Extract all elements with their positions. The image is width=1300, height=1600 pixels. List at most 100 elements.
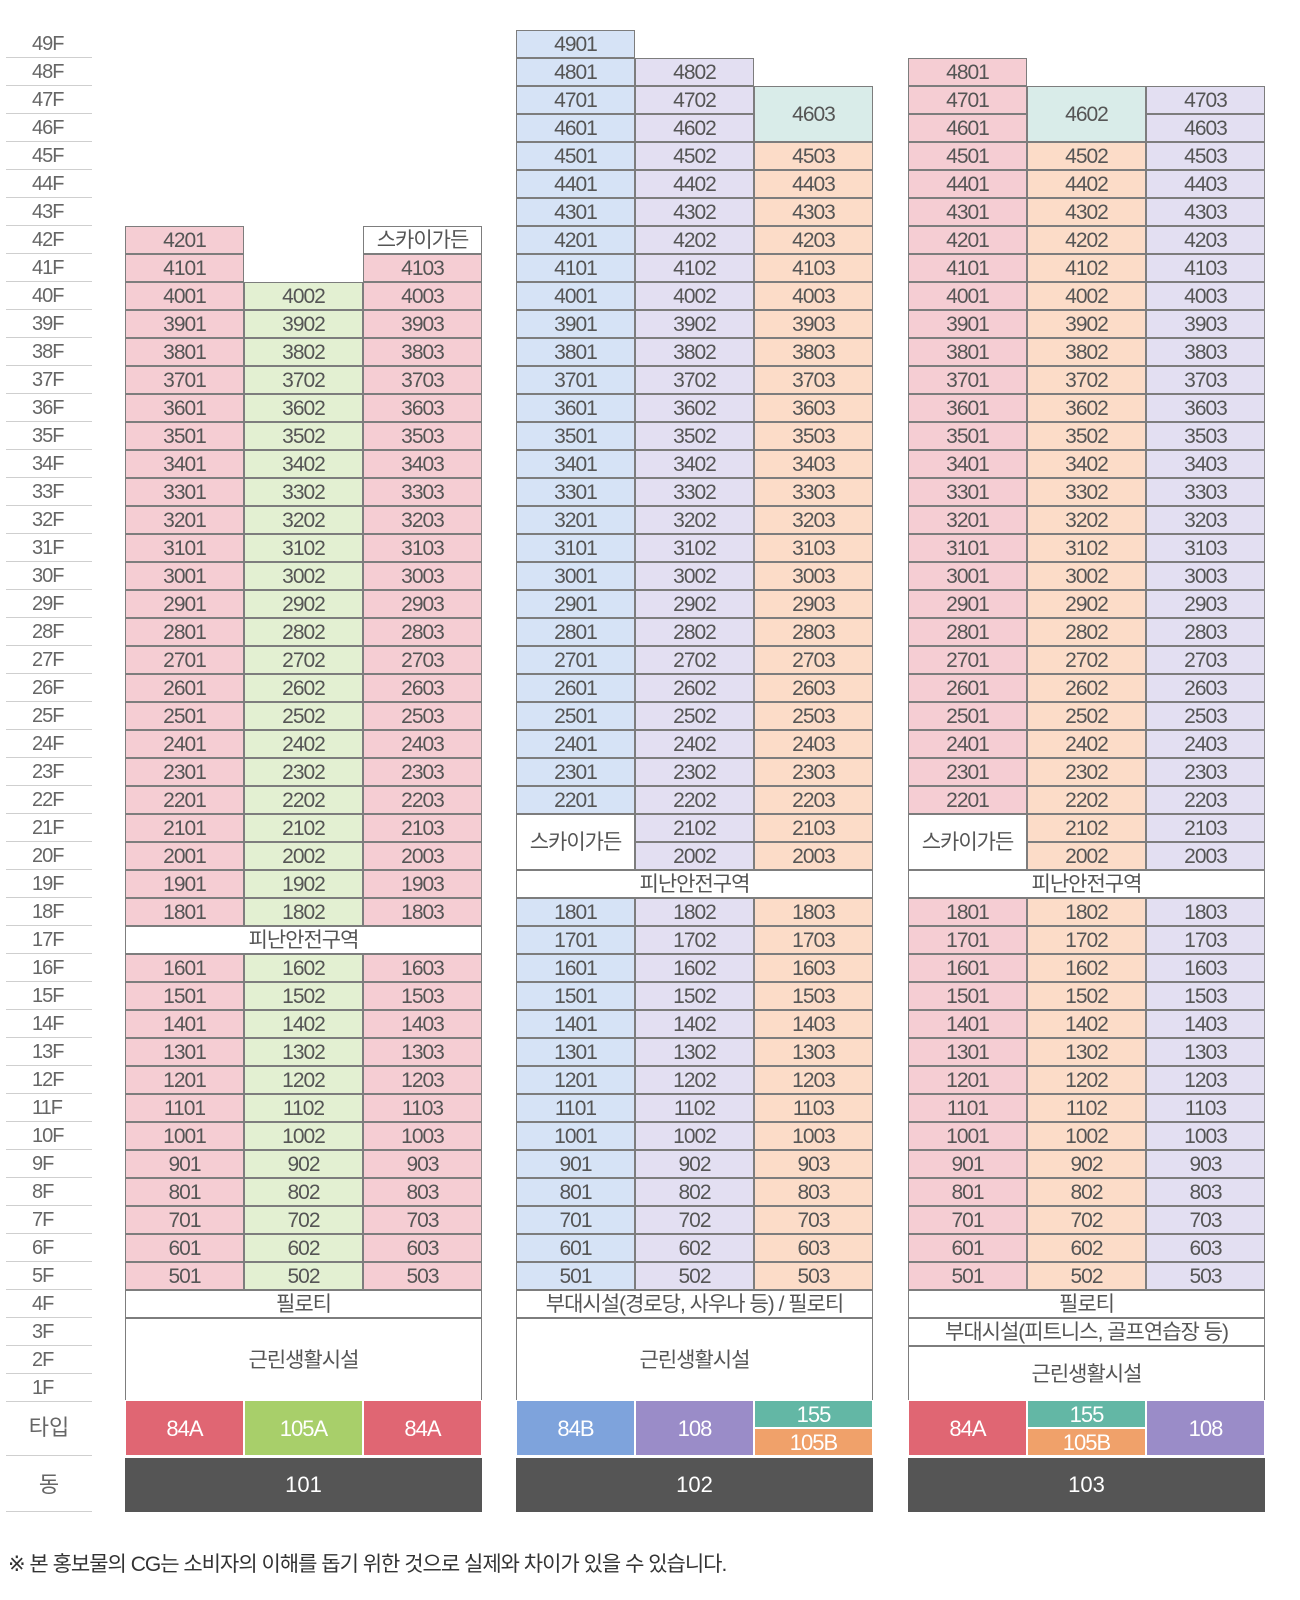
floor-label: 49F <box>6 30 92 58</box>
unit-cell: 2703 <box>363 646 482 674</box>
unit-cell: 3601 <box>908 394 1027 422</box>
unit-cell: 3901 <box>125 310 244 338</box>
unit-cell: 3002 <box>635 562 754 590</box>
unit-cell: 3903 <box>363 310 482 338</box>
unit-cell: 4301 <box>516 198 635 226</box>
floor-label: 18F <box>6 898 92 926</box>
unit-cell: 2603 <box>1146 674 1265 702</box>
unit-cell: 1701 <box>908 926 1027 954</box>
unit-cell: 1603 <box>1146 954 1265 982</box>
floor-label: 17F <box>6 926 92 954</box>
unit-cell: 903 <box>1146 1150 1265 1178</box>
unit-cell: 3502 <box>1027 422 1146 450</box>
unit-cell: 3303 <box>363 478 482 506</box>
unit-cell: 2401 <box>908 730 1027 758</box>
floor-label: 29F <box>6 590 92 618</box>
unit-cell: 3502 <box>635 422 754 450</box>
unit-cell: 2002 <box>635 842 754 870</box>
unit-cell: 1902 <box>244 870 363 898</box>
unit-cell: 2502 <box>635 702 754 730</box>
unit-cell: 1202 <box>244 1066 363 1094</box>
unit-cell: 602 <box>1027 1234 1146 1262</box>
unit-cell: 1301 <box>125 1038 244 1066</box>
unit-cell: 2402 <box>635 730 754 758</box>
unit-cell: 3201 <box>516 506 635 534</box>
unit-cell: 3001 <box>125 562 244 590</box>
unit-cell: 2901 <box>125 590 244 618</box>
unit-cell: 4402 <box>635 170 754 198</box>
unit-cell: 3801 <box>125 338 244 366</box>
unit-cell: 2201 <box>908 786 1027 814</box>
unit-cell: 1401 <box>908 1010 1027 1038</box>
unit-cell: 3903 <box>1146 310 1265 338</box>
unit-cell: 1203 <box>363 1066 482 1094</box>
special-zone: 근린생활시설 <box>908 1346 1265 1402</box>
unit-cell: 2302 <box>1027 758 1146 786</box>
unit-cell: 601 <box>908 1234 1027 1262</box>
floor-label: 34F <box>6 450 92 478</box>
unit-cell: 1303 <box>363 1038 482 1066</box>
unit-cell: 1001 <box>908 1122 1027 1150</box>
unit-cell: 4103 <box>754 254 873 282</box>
special-zone: 근린생활시설 <box>125 1318 482 1402</box>
special-zone: 4603 <box>754 86 873 142</box>
special-zone: 필로티 <box>125 1290 482 1318</box>
type-cell: 155 <box>1027 1400 1146 1428</box>
unit-cell: 3101 <box>125 534 244 562</box>
unit-cell: 4002 <box>244 282 363 310</box>
unit-cell: 501 <box>516 1262 635 1290</box>
unit-cell: 4401 <box>516 170 635 198</box>
unit-cell: 1403 <box>1146 1010 1265 1038</box>
unit-cell: 4801 <box>908 58 1027 86</box>
unit-cell: 3503 <box>754 422 873 450</box>
unit-cell: 4102 <box>1027 254 1146 282</box>
unit-cell: 2103 <box>363 814 482 842</box>
floor-label: 11F <box>6 1094 92 1122</box>
unit-cell: 2902 <box>244 590 363 618</box>
unit-cell: 4302 <box>1027 198 1146 226</box>
unit-cell: 3403 <box>754 450 873 478</box>
unit-cell: 802 <box>1027 1178 1146 1206</box>
unit-cell: 1602 <box>635 954 754 982</box>
type-cell: 108 <box>1146 1400 1265 1456</box>
unit-cell: 1101 <box>125 1094 244 1122</box>
unit-cell: 3803 <box>363 338 482 366</box>
unit-cell: 2602 <box>635 674 754 702</box>
unit-cell: 3401 <box>125 450 244 478</box>
unit-cell: 2403 <box>754 730 873 758</box>
unit-cell: 4501 <box>908 142 1027 170</box>
type-cell: 84A <box>125 1400 244 1456</box>
unit-cell: 901 <box>125 1150 244 1178</box>
unit-cell: 3601 <box>125 394 244 422</box>
floor-label: 28F <box>6 618 92 646</box>
unit-cell: 4001 <box>516 282 635 310</box>
unit-cell: 4601 <box>908 114 1027 142</box>
unit-cell: 1201 <box>125 1066 244 1094</box>
floor-label: 14F <box>6 1010 92 1038</box>
unit-cell: 4003 <box>1146 282 1265 310</box>
unit-cell: 2502 <box>1027 702 1146 730</box>
unit-cell: 4103 <box>363 254 482 282</box>
floor-label: 43F <box>6 198 92 226</box>
unit-cell: 2103 <box>1146 814 1265 842</box>
unit-cell: 4001 <box>908 282 1027 310</box>
unit-cell: 4701 <box>908 86 1027 114</box>
unit-cell: 1001 <box>516 1122 635 1150</box>
unit-cell: 1402 <box>1027 1010 1146 1038</box>
unit-cell: 3102 <box>244 534 363 562</box>
special-zone: 부대시설(경로당, 사우나 등) / 필로티 <box>516 1290 873 1318</box>
unit-cell: 802 <box>635 1178 754 1206</box>
special-zone: 필로티 <box>908 1290 1265 1318</box>
unit-cell: 2802 <box>635 618 754 646</box>
floor-label: 8F <box>6 1178 92 1206</box>
unit-cell: 2003 <box>1146 842 1265 870</box>
unit-cell: 2202 <box>244 786 363 814</box>
special-zone: 4602 <box>1027 86 1146 142</box>
unit-cell: 1501 <box>908 982 1027 1010</box>
floor-label: 30F <box>6 562 92 590</box>
unit-cell: 4403 <box>754 170 873 198</box>
unit-cell: 1801 <box>125 898 244 926</box>
floor-label: 48F <box>6 58 92 86</box>
unit-cell: 2701 <box>908 646 1027 674</box>
unit-cell: 4401 <box>908 170 1027 198</box>
